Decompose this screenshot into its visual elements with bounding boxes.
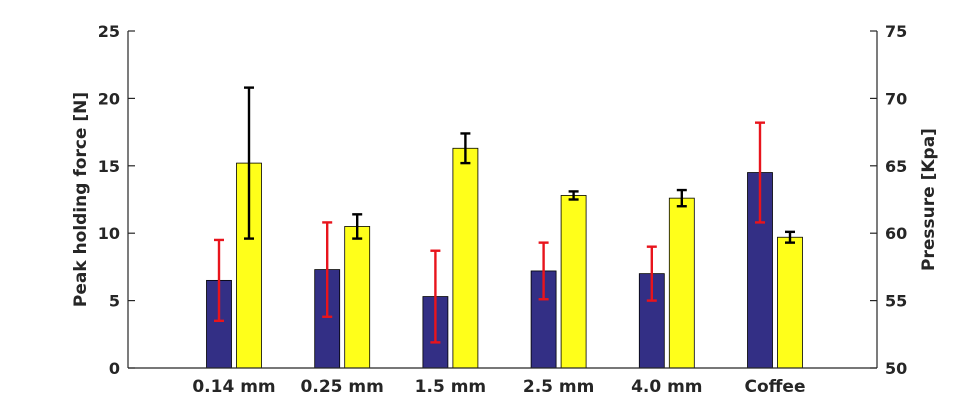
- ticks-layer: 0 5 10 15 20 25 50 55 60 65 70 75 0.14 mm 0.25 mm 1.5 …: [98, 22, 908, 397]
- pressure-bar: [560, 195, 587, 369]
- right-y-axis-label: Pressure [Kpa]: [919, 128, 939, 271]
- category-label: 0.25 mm: [301, 377, 384, 397]
- force-error-bar: [214, 238, 224, 323]
- pressure-error-bar: [568, 190, 579, 201]
- right-y-tick-label: 75: [885, 22, 907, 41]
- force-error-bar: [646, 245, 657, 302]
- category-label: 4.0 mm: [631, 377, 702, 397]
- force-error-bar: [538, 241, 549, 301]
- pressure-error-bar: [352, 213, 363, 240]
- category-label: Coffee: [745, 377, 806, 397]
- error-bars-layer: [214, 86, 795, 344]
- right-y-tick-label: 50: [885, 359, 907, 378]
- category-label: 0.14 mm: [192, 377, 275, 397]
- right-y-tick-label: 65: [885, 157, 907, 176]
- bars-layer: [206, 147, 803, 369]
- pressure-error-bar: [460, 132, 471, 165]
- pressure-bar: [777, 236, 803, 369]
- left-y-tick-label: 25: [98, 22, 120, 41]
- right-y-tick-label: 60: [885, 224, 907, 243]
- pressure-error-bar: [785, 230, 795, 244]
- category-label: 1.5 mm: [415, 377, 486, 397]
- left-y-tick-label: 20: [98, 89, 120, 108]
- force-error-bar: [430, 249, 441, 344]
- right-y-tick-label: 70: [885, 89, 907, 108]
- left-y-tick-label: 5: [109, 292, 120, 311]
- pressure-bar: [344, 226, 371, 369]
- pressure-error-bar: [676, 188, 687, 208]
- left-y-tick-label: 0: [109, 359, 120, 378]
- right-y-tick-label: 55: [885, 292, 907, 311]
- force-error-bar: [755, 121, 765, 224]
- axes-layer: [127, 31, 878, 369]
- left-y-axis-label: Peak holding force [N]: [71, 92, 91, 307]
- left-y-tick-label: 10: [98, 224, 120, 243]
- pressure-error-bar: [244, 86, 254, 240]
- category-label: 2.5 mm: [523, 377, 594, 397]
- pressure-bar: [452, 147, 479, 369]
- left-y-tick-label: 15: [98, 157, 120, 176]
- force-error-bar: [322, 221, 333, 318]
- pressure-bar: [668, 197, 695, 369]
